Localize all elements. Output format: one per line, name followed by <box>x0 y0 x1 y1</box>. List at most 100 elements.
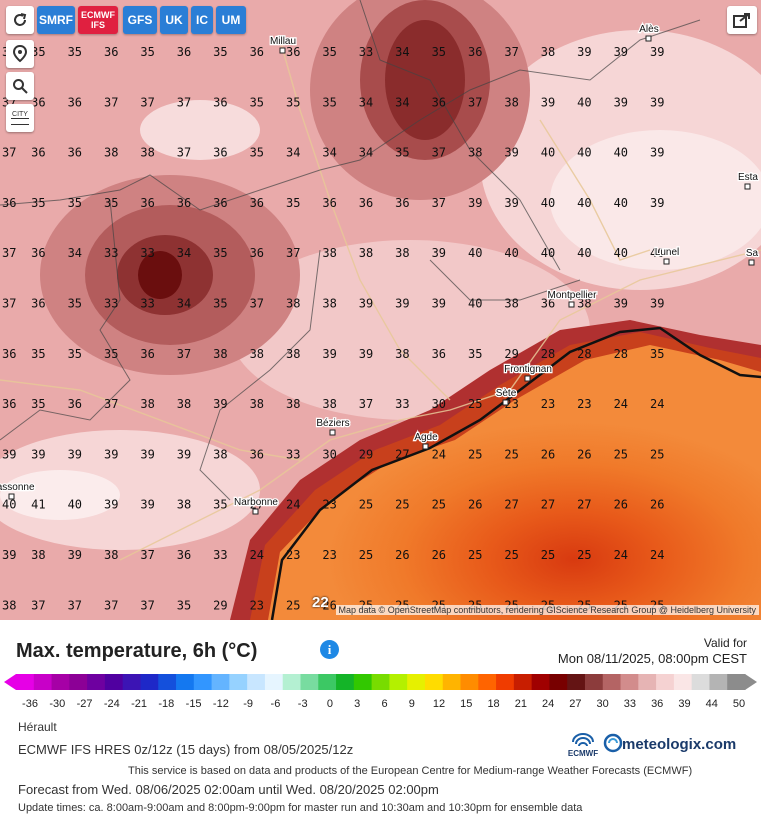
grid-value: 36 <box>177 45 191 59</box>
refresh-icon[interactable] <box>6 6 34 34</box>
scale-swatch <box>176 674 195 690</box>
grid-value: 39 <box>614 45 628 59</box>
grid-value: 33 <box>140 246 154 260</box>
model-button-gfs[interactable]: GFS <box>123 6 157 34</box>
grid-value: 38 <box>541 45 555 59</box>
grid-value: 30 <box>432 397 446 411</box>
grid-value: 33 <box>213 548 227 562</box>
grid-value: 40 <box>577 196 591 210</box>
grid-value: 38 <box>140 397 154 411</box>
grid-value: 40 <box>650 246 664 260</box>
model-info: ECMWF IFS HRES 0z/12z (15 days) from 08/… <box>18 742 354 757</box>
grid-value: 38 <box>359 246 373 260</box>
grid-value: 39 <box>68 447 82 461</box>
grid-value: 26 <box>322 598 336 612</box>
scale-arrow-right <box>745 674 757 690</box>
grid-value: 25 <box>577 548 591 562</box>
grid-value: 24 <box>614 548 628 562</box>
grid-value: 38 <box>177 498 191 512</box>
scale-swatch <box>567 674 586 690</box>
scale-swatch <box>709 674 728 690</box>
grid-value: 26 <box>577 447 591 461</box>
info-icon[interactable]: i <box>320 640 339 659</box>
scale-swatch <box>531 674 550 690</box>
grid-value: 35 <box>104 196 118 210</box>
grid-value: 37 <box>140 95 154 109</box>
grid-value: 39 <box>104 498 118 512</box>
grid-value: 39 <box>359 347 373 361</box>
city-label: Lunel <box>655 247 679 258</box>
scale-label: 18 <box>487 698 499 710</box>
scale-label: -30 <box>49 698 65 710</box>
grid-value: 35 <box>322 45 336 59</box>
grid-value: 35 <box>31 347 45 361</box>
grid-value: 38 <box>213 447 227 461</box>
grid-value: 36 <box>2 196 16 210</box>
grid-value: 25 <box>468 548 482 562</box>
grid-value: 35 <box>31 45 45 59</box>
scale-swatch <box>264 674 284 690</box>
city-label: Agde <box>414 432 438 443</box>
share-icon[interactable] <box>727 6 757 34</box>
grid-value: 27 <box>504 498 518 512</box>
scale-label: -24 <box>104 698 120 710</box>
city-toggle-button[interactable]: CITY <box>6 104 34 132</box>
grid-value: 25 <box>468 447 482 461</box>
model-button-um[interactable]: UM <box>216 6 246 34</box>
grid-value: 36 <box>250 196 264 210</box>
grid-value: 36 <box>31 297 45 311</box>
scale-swatch <box>407 674 426 690</box>
city-label: Sa <box>746 248 759 259</box>
city-marker: Alès <box>638 23 660 42</box>
zoom-icon[interactable] <box>6 72 34 100</box>
city-label: Béziers <box>316 418 349 429</box>
scale-swatch <box>513 674 533 690</box>
grid-value: 35 <box>213 246 227 260</box>
scale-label: 6 <box>381 698 387 710</box>
scale-label: -21 <box>131 698 147 710</box>
model-button-ic[interactable]: IC <box>191 6 213 34</box>
city-label: CITY <box>12 111 28 118</box>
model-button-ecmwf-ifs[interactable]: ECMWF IFS <box>78 6 118 34</box>
grid-value: 25 <box>286 598 300 612</box>
grid-value: 35 <box>213 45 227 59</box>
scale-swatch <box>496 674 515 690</box>
scale-swatch <box>33 674 53 690</box>
model-button-uk[interactable]: UK <box>160 6 188 34</box>
scale-swatch <box>549 674 568 690</box>
grid-value: 34 <box>177 246 191 260</box>
grid-value: 27 <box>250 498 264 512</box>
grid-value: 25 <box>504 447 518 461</box>
scale-label: -9 <box>243 698 253 710</box>
scale-swatch <box>51 674 70 690</box>
grid-value: 38 <box>395 347 409 361</box>
grid-value: 39 <box>140 447 154 461</box>
scale-swatch <box>638 674 657 690</box>
grid-value: 37 <box>250 297 264 311</box>
grid-value: 27 <box>395 447 409 461</box>
grid-value: 36 <box>432 95 446 109</box>
location-pin-icon[interactable] <box>6 40 34 68</box>
temperature-map[interactable]: 36 35 35 36 35 36 35 36 36 35 33 34 35 36 37 38 39 39 39 37… <box>0 0 761 621</box>
valid-label: Valid for <box>703 636 747 650</box>
model-button-smrf[interactable]: SMRF <box>37 6 75 34</box>
grid-value: 41 <box>31 498 45 512</box>
grid-value: 38 <box>504 95 518 109</box>
grid-value: 26 <box>541 447 555 461</box>
city-marker: Montpellier <box>546 289 598 308</box>
scale-swatch <box>584 674 604 690</box>
grid-value: 40 <box>577 246 591 260</box>
grid-value: 38 <box>577 297 591 311</box>
scale-label: 27 <box>569 698 581 710</box>
page-title: Max. temperature, 6h (°C) <box>16 640 258 662</box>
grid-value: 36 <box>31 146 45 160</box>
scale-swatch <box>371 674 390 690</box>
grid-value: 35 <box>468 347 482 361</box>
grid-value: 35 <box>68 297 82 311</box>
grid-value: 38 <box>286 297 300 311</box>
grid-value: 36 <box>541 297 555 311</box>
grid-value: 40 <box>2 498 16 512</box>
grid-value: 36 <box>213 95 227 109</box>
scale-label: -3 <box>298 698 308 710</box>
grid-value: 40 <box>541 246 555 260</box>
